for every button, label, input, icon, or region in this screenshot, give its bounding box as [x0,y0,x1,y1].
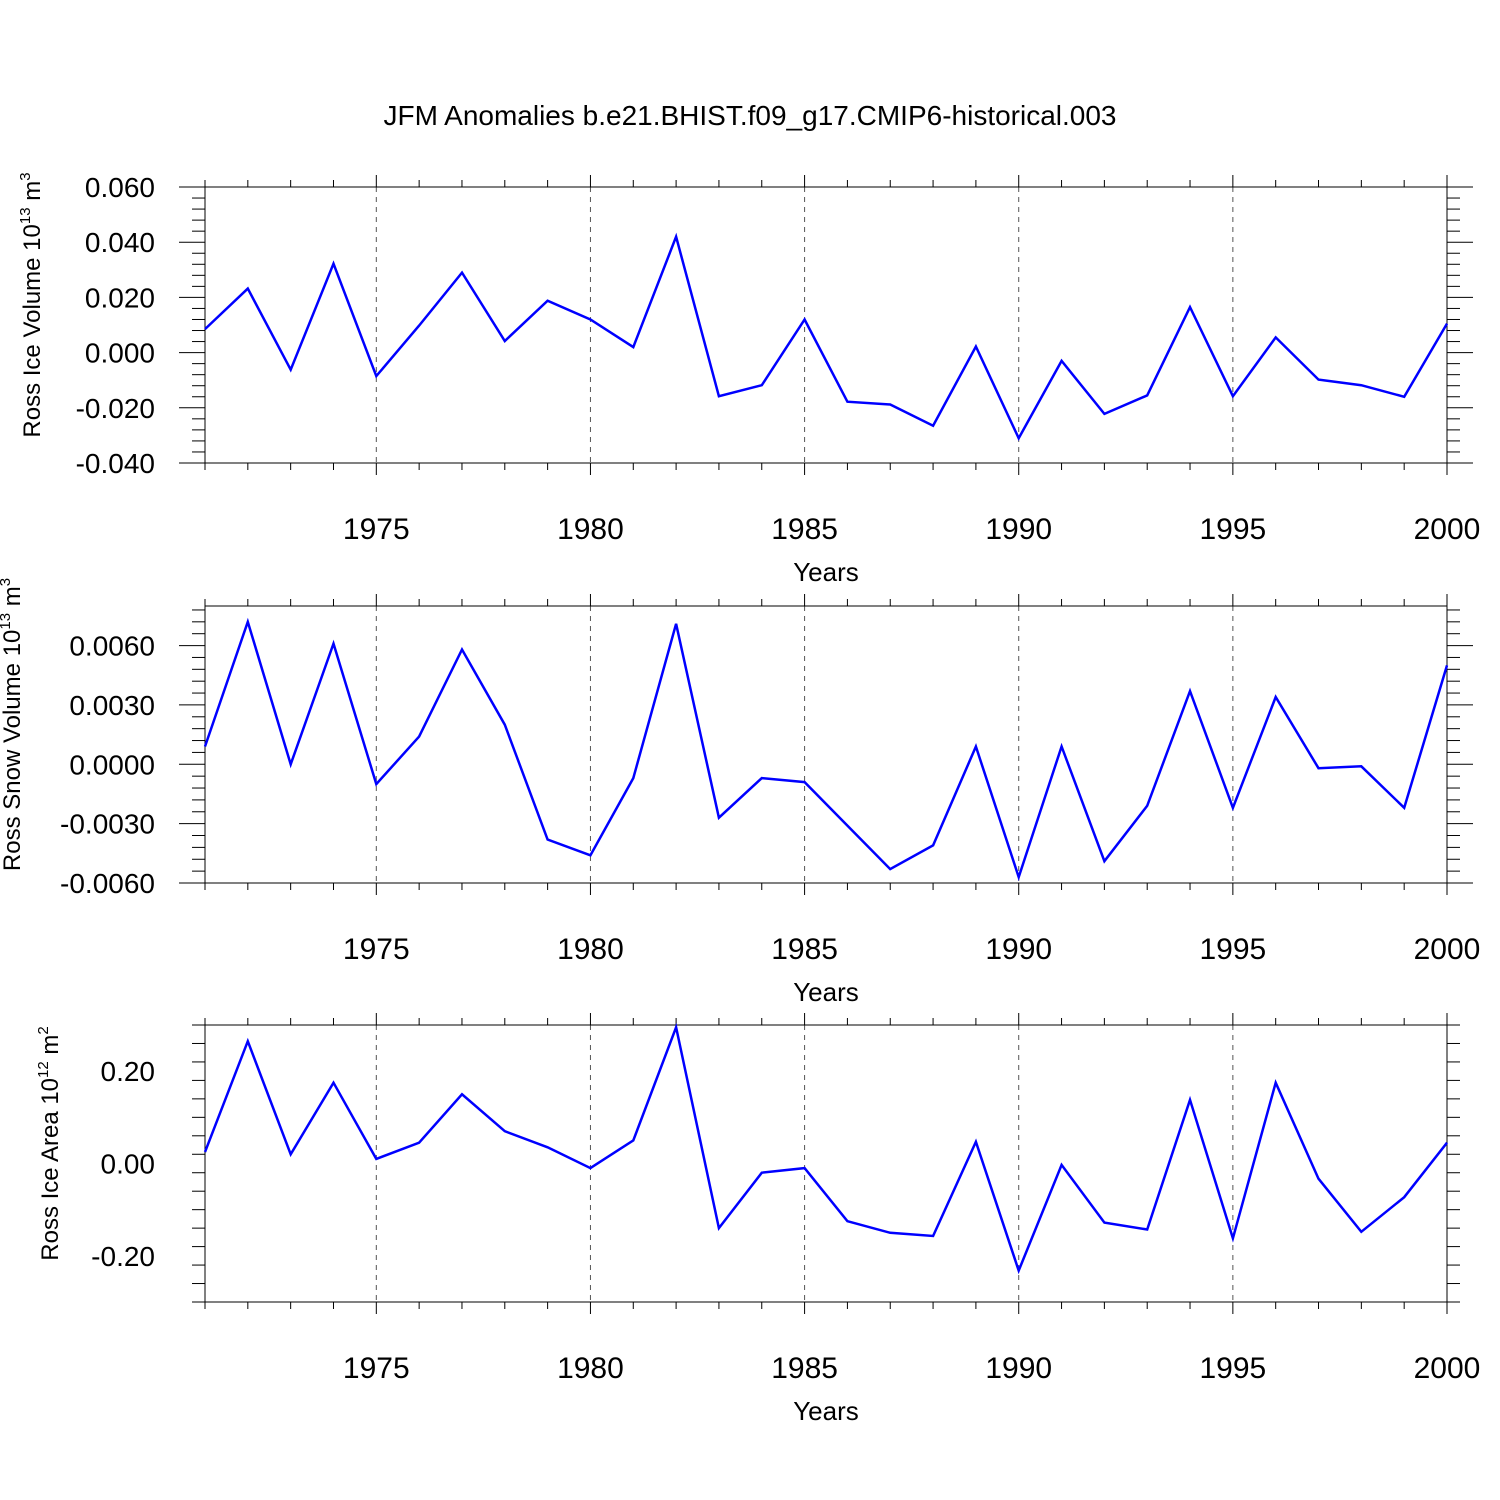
y-axis-label: Ross Snow Volume 1013 m3 [0,578,26,871]
x-tick-label-1995: 1995 [1199,933,1266,966]
y-tick-label: 0.0000 [69,749,155,780]
plot-frame [204,186,1448,464]
y-tick-label: 0.040 [85,227,155,258]
y-tick-label: 0.020 [85,282,155,313]
y-axis-label-unit: m [37,1035,64,1062]
y-axis-label: Ross Ice Volume 1013 m3 [17,172,46,437]
y-tick-label: -0.20 [91,1241,155,1272]
x-tick-label-2000: 2000 [1414,513,1481,546]
y-tick-label: 0.0060 [69,631,155,662]
x-tick-label-1990: 1990 [985,1352,1052,1385]
y-axis-label-text: Ross Snow Volume 10 [0,630,26,871]
y-axis-label-exponent: 12 [35,1061,52,1078]
y-axis-label-unit-exponent: 3 [17,172,34,180]
figure-title: JFM Anomalies b.e21.BHIST.f09_g17.CMIP6-… [383,100,1116,131]
y-tick-label: -0.0060 [60,868,155,899]
y-tick-label: 0.20 [101,1056,156,1087]
x-tick-label-2000: 2000 [1414,1352,1481,1385]
series-line-1 [203,1022,1448,1275]
x-tick-label-1990: 1990 [985,513,1052,546]
y-tick-label: 0.0030 [69,690,155,721]
x-tick-label-1975: 1975 [343,1352,410,1385]
y-tick-label: 0.000 [85,338,155,369]
y-tick-label: -0.0030 [60,809,155,840]
y-axis-label-exponent: 13 [17,207,34,224]
y-axis-label-unit-exponent: 3 [0,578,14,586]
x-axis-label: Years [793,557,859,587]
y-tick-label: 0.00 [101,1149,156,1180]
x-tick-label-1975: 1975 [343,933,410,966]
x-tick-label-1980: 1980 [557,1352,624,1385]
x-tick-label-1980: 1980 [557,933,624,966]
y-axis-label-unit: m [0,586,26,613]
y-axis-label-text: Ross Ice Volume 10 [19,224,46,437]
x-tick-label-2000: 2000 [1414,933,1481,966]
x-tick-label-1985: 1985 [771,933,838,966]
x-tick-label-1995: 1995 [1199,513,1266,546]
series-line-1 [203,617,1449,882]
chart-panel-2: 1975 1980 1985 1990 1995 2000 Years 0.0060 0.003… [0,578,1480,1007]
y-tick-label: 0.060 [85,172,155,203]
x-axis-label: Years [793,1396,859,1426]
plot-frame [204,1024,1448,1303]
chart-panels: 1975 1980 1985 1990 1995 2000 Years 0.060 0.040 0… [0,172,1480,1426]
y-axis-label-unit: m [19,181,46,208]
y-tick-label: -0.020 [76,393,155,424]
x-tick-label-1975: 1975 [343,513,410,546]
series-line-1 [204,232,1449,441]
y-axis-label: Ross Ice Area 1012 m2 [35,1026,64,1260]
x-axis-label: Years [793,977,859,1007]
plot-frame [204,605,1448,884]
y-axis-label-text: Ross Ice Area 10 [37,1078,64,1261]
x-tick-label-1985: 1985 [771,1352,838,1385]
x-tick-label-1985: 1985 [771,513,838,546]
chart-panel-3: 1975 1980 1985 1990 1995 2000 Years 0.20 0.00 -0.… [35,1013,1480,1426]
x-tick-label-1980: 1980 [557,513,624,546]
y-axis-label-exponent: 13 [0,613,14,630]
y-axis-label-unit-exponent: 2 [35,1026,52,1034]
x-tick-label-1995: 1995 [1199,1352,1266,1385]
x-tick-label-1990: 1990 [985,933,1052,966]
y-tick-label: -0.040 [76,448,155,479]
chart-panel-1: 1975 1980 1985 1990 1995 2000 Years 0.060 0.040 0… [17,172,1480,587]
